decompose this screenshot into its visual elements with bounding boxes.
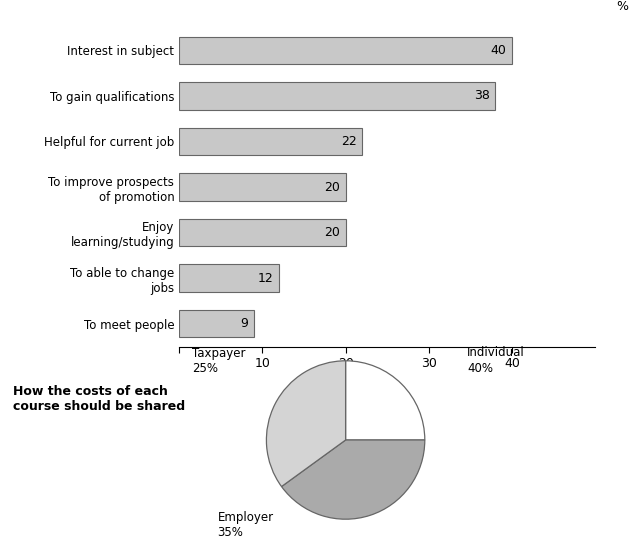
Bar [179,173,346,201]
Bar [179,219,346,246]
Text: Individual
40%: Individual 40% [467,346,525,375]
Text: 9: 9 [241,317,248,330]
Wedge shape [266,361,346,487]
Wedge shape [346,361,425,440]
Text: 38: 38 [474,89,490,102]
Text: 40: 40 [490,44,506,57]
Bar [179,82,495,109]
Text: 20: 20 [324,226,340,239]
Text: 20: 20 [324,180,340,194]
Wedge shape [282,440,425,519]
Text: How the costs of each
course should be shared: How the costs of each course should be s… [13,385,185,413]
Text: 12: 12 [257,272,273,285]
Bar [179,37,512,64]
Text: Taxpayer
25%: Taxpayer 25% [192,346,246,375]
Bar [179,310,254,337]
Text: Employer
35%: Employer 35% [218,512,274,540]
Bar [179,265,279,292]
Text: 22: 22 [340,135,356,148]
Text: %: % [616,1,628,14]
Bar [179,128,362,155]
